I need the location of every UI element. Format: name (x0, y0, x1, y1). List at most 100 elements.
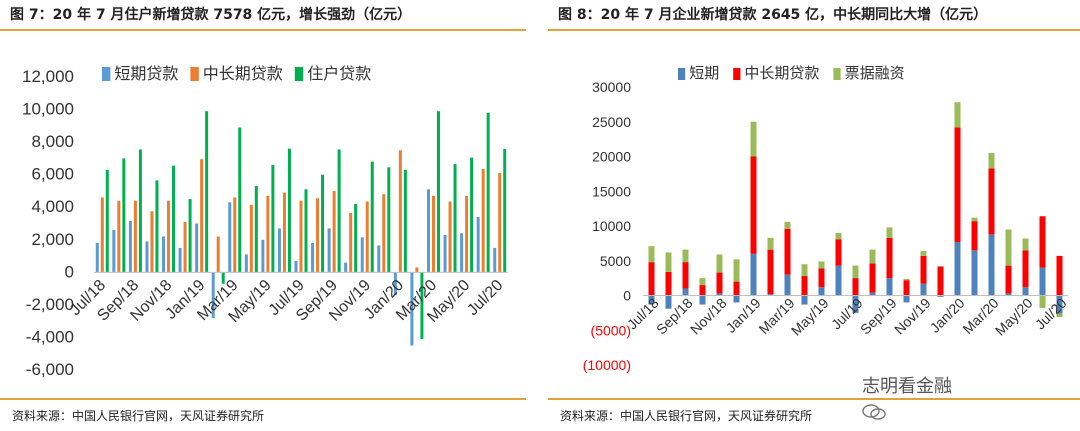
y-tick-label: 0 (623, 288, 631, 304)
bar-segment-short-term (852, 295, 859, 313)
y-tick-label: -2,000 (26, 295, 74, 314)
bar-mid-long-term (100, 197, 104, 273)
bar-segment-short-term (1022, 287, 1029, 296)
bar-household (271, 164, 275, 273)
bar-segment-mid-long-term (767, 249, 774, 295)
bar-household (205, 111, 209, 273)
legend-label: 票据融资 (845, 65, 905, 82)
bar-segment-mid-long-term (886, 237, 893, 279)
bar-segment-bill-financing (1039, 295, 1046, 309)
bar-household (503, 148, 507, 273)
left-source-note: 资料来源：中国人民银行官网，天风证券研究所 (12, 409, 265, 423)
bar-mid-long-term (249, 204, 253, 273)
bar-segment-mid-long-term (784, 228, 791, 275)
legend-label: 中长期贷款 (203, 65, 283, 83)
right-bottom-rule (548, 398, 1080, 400)
bar-household (172, 165, 176, 273)
bar-segment-mid-long-term (988, 168, 995, 235)
x-tick-label: Jul/20 (1032, 295, 1070, 333)
bar-segment-mid-long-term (648, 262, 655, 296)
bar-short-term (493, 247, 497, 273)
bar-short-term (128, 221, 132, 273)
bar-segment-mid-long-term (903, 280, 910, 296)
y-tick-label: 5000 (600, 253, 631, 269)
x-tick-label: Sep/19 (857, 295, 900, 338)
bar-segment-bill-financing (767, 237, 774, 250)
legend-label: 中长期贷款 (744, 65, 819, 82)
bar-segment-bill-financing (818, 261, 825, 269)
bar-segment-bill-financing (920, 251, 927, 256)
bar-segment-short-term (648, 295, 655, 305)
bar-segment-short-term (767, 294, 774, 296)
x-tick-label: Nov/18 (687, 295, 730, 338)
bar-segment-mid-long-term (835, 239, 842, 266)
legend-swatch (294, 67, 304, 81)
right-chart-svg: 30000 25000 20000 15000 10000 5000 0 (5000) (100… (583, 65, 1070, 373)
bar-mid-long-term (200, 159, 204, 273)
bar-household (221, 272, 225, 284)
bar-household (155, 180, 159, 273)
bar-short-term (327, 228, 331, 273)
bar-short-term (211, 272, 215, 318)
bar-segment-mid-long-term (1039, 216, 1046, 268)
bar-segment-bill-financing (682, 249, 689, 263)
legend-swatch (833, 68, 841, 80)
legend-swatch (102, 67, 111, 81)
y-tick-label: 12,000 (22, 67, 74, 86)
bar-segment-bill-financing (903, 278, 910, 281)
bar-short-term (426, 189, 430, 273)
bar-household (138, 149, 142, 273)
legend-label: 短期 (689, 65, 719, 82)
y-tick-label: 4,000 (31, 197, 74, 216)
bar-short-term (112, 230, 116, 273)
y-tick-label: 6,000 (31, 165, 74, 184)
left-chart-title: 图 7：20 年 7 月住户新增贷款 7578 亿元，增长强劲（亿元） (10, 7, 412, 23)
bar-household (387, 167, 391, 273)
legend-swatch (678, 68, 686, 80)
legend-swatch (190, 67, 199, 81)
bar-household (403, 169, 407, 273)
bar-segment-mid-long-term (852, 278, 859, 296)
x-tick-label: Jul/20 (464, 277, 506, 319)
watermark: 志明看金融 (862, 372, 952, 420)
x-tick-label: Sep/18 (653, 295, 696, 338)
bar-household (105, 169, 109, 273)
bar-household (486, 112, 490, 273)
bar-segment-bill-financing (699, 278, 706, 286)
bar-short-term (145, 241, 149, 273)
bar-segment-bill-financing (648, 246, 655, 263)
bar-mid-long-term (150, 211, 154, 273)
bar-segment-short-term (818, 287, 825, 296)
bar-mid-long-term (349, 212, 353, 273)
bar-mid-long-term (233, 197, 237, 273)
bar-segment-mid-long-term (699, 285, 706, 296)
bar-segment-mid-long-term (665, 271, 672, 296)
bar-segment-bill-financing (1056, 313, 1063, 318)
y-tick-label: 20000 (592, 149, 631, 165)
bar-mid-long-term (133, 200, 137, 273)
bar-mid-long-term (431, 195, 435, 273)
bar-segment-short-term (937, 295, 944, 297)
bar-segment-short-term (886, 278, 893, 296)
bar-segment-short-term (1005, 293, 1012, 296)
bar-segment-mid-long-term (716, 272, 723, 294)
bar-short-term (228, 202, 232, 273)
y-tick-label: -4,000 (26, 327, 74, 346)
bar-segment-bill-financing (1005, 229, 1012, 266)
bar-mid-long-term (481, 168, 485, 273)
bar-household (354, 203, 358, 273)
bar-short-term (244, 254, 248, 273)
x-tick-label: May/20 (992, 295, 1036, 339)
bar-segment-short-term (682, 288, 689, 296)
bar-household (321, 174, 325, 273)
left-top-rule (0, 29, 526, 31)
bar-segment-bill-financing (1022, 238, 1029, 251)
bar-segment-short-term (835, 265, 842, 296)
bar-short-term (460, 233, 464, 273)
y-tick-label: 10000 (592, 218, 631, 234)
bar-segment-short-term (988, 234, 995, 296)
bar-short-term (261, 239, 265, 273)
y-tick-label: 30000 (592, 79, 631, 95)
bar-household (453, 164, 457, 273)
bar-segment-short-term (801, 295, 808, 305)
